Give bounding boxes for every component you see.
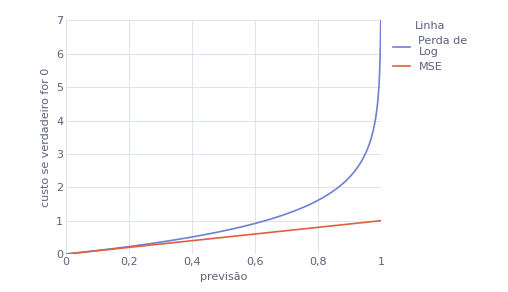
Perda de
Log — [63, 252, 69, 256]
Legend: Perda de
Log, MSE: Perda de Log, MSE — [393, 21, 467, 72]
MSE — [63, 252, 69, 256]
Line: MSE: MSE — [66, 221, 381, 254]
MSE — [79, 251, 85, 254]
Perda de
Log — [311, 201, 317, 204]
MSE — [311, 226, 317, 230]
Y-axis label: custo se verdadeiro for 0: custo se verdadeiro for 0 — [41, 68, 51, 207]
Perda de
Log — [368, 135, 374, 139]
MSE — [216, 236, 222, 239]
MSE — [368, 220, 374, 223]
MSE — [369, 220, 375, 223]
Perda de
Log — [369, 135, 375, 138]
X-axis label: previsão: previsão — [200, 272, 247, 282]
Perda de
Log — [216, 230, 222, 234]
Line: Perda de
Log: Perda de Log — [66, 20, 381, 254]
Perda de
Log — [79, 251, 85, 254]
MSE — [378, 219, 384, 223]
MSE — [208, 237, 214, 240]
Perda de
Log — [378, 19, 384, 22]
Perda de
Log — [208, 232, 214, 235]
